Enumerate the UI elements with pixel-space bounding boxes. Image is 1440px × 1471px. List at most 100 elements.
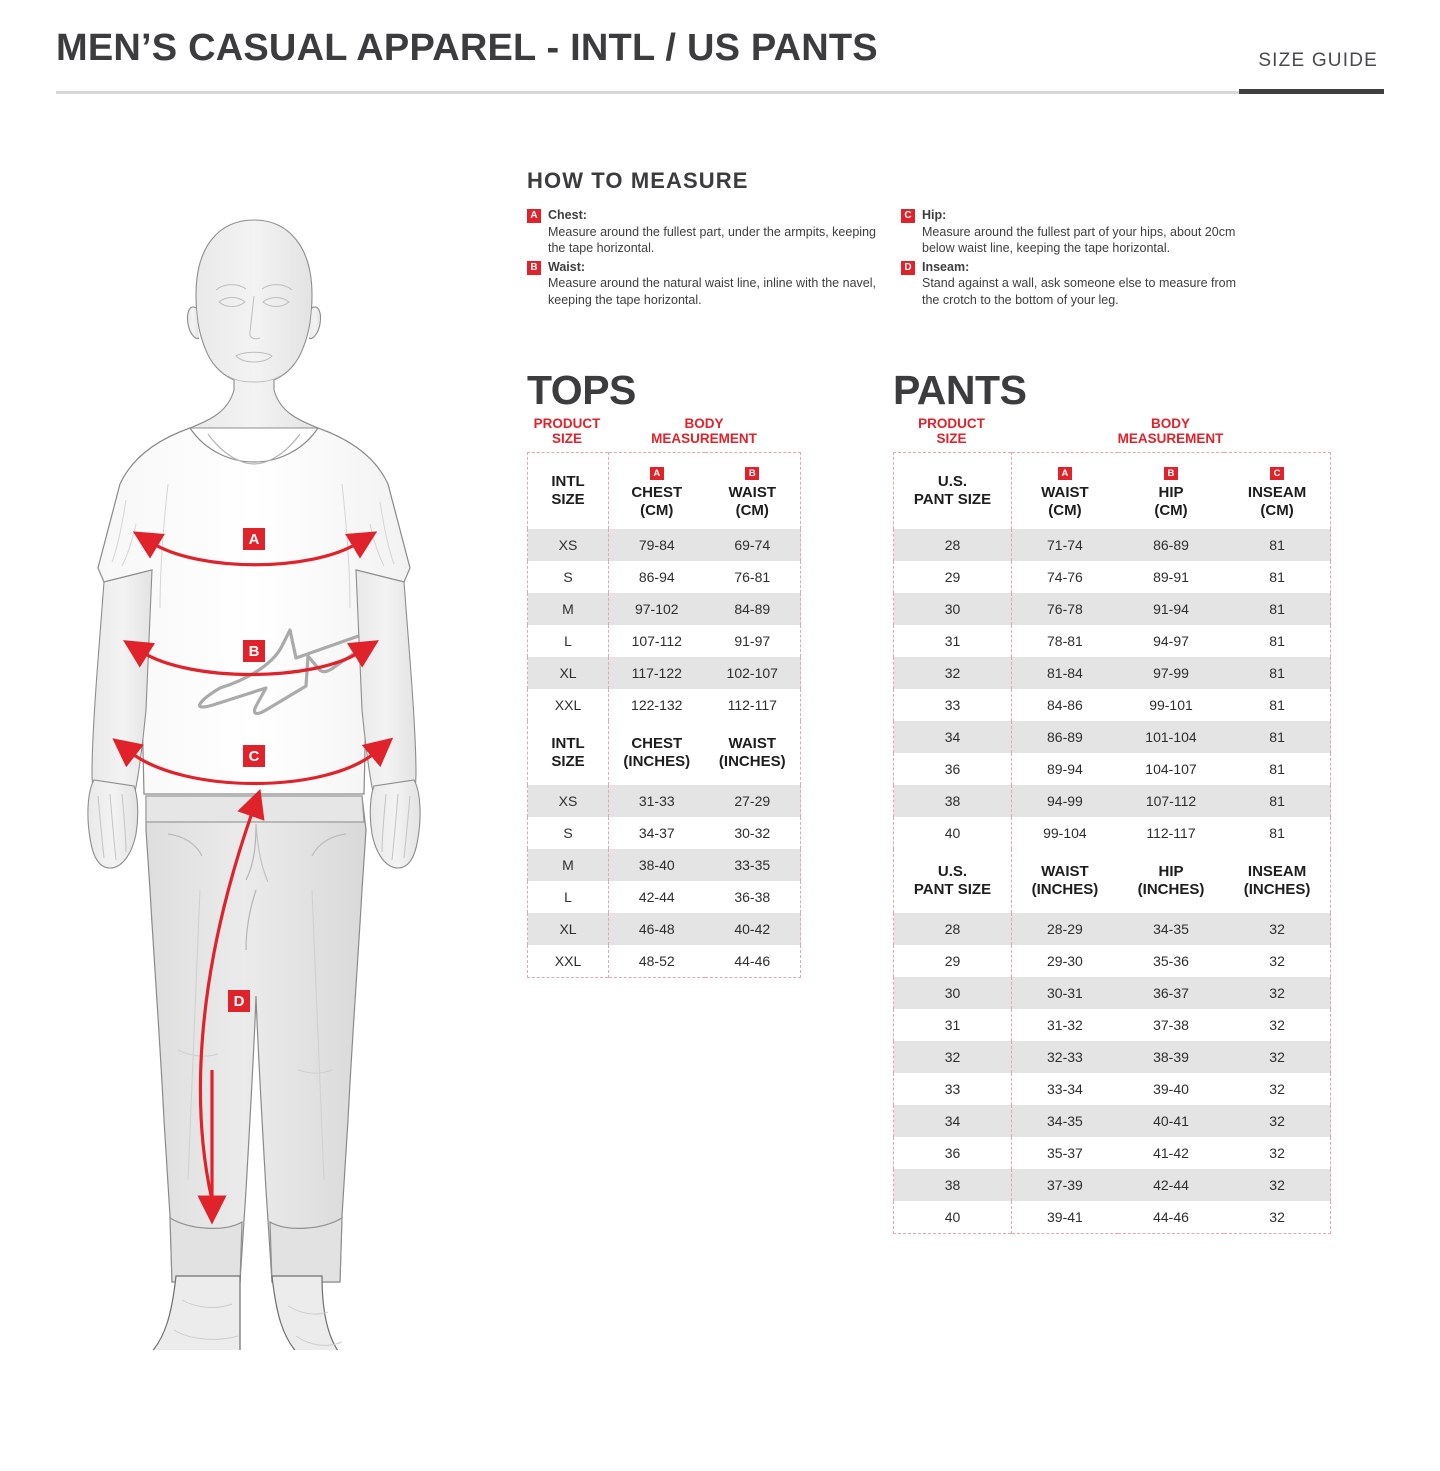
measurement-cell: 112-117 — [727, 697, 777, 713]
size-cell: 40 — [944, 1209, 961, 1225]
column-header: INTL SIZE — [527, 452, 609, 529]
measure-arrow-chest — [132, 531, 378, 567]
table-row: 29 74-76 89-91 81 — [894, 561, 1331, 593]
table-row: 31 31-32 37-38 32 — [894, 1009, 1331, 1041]
table-row: 40 99-104 112-117 81 — [894, 817, 1331, 849]
measure-item-inseam: D Inseam: Stand against a wall, ask some… — [901, 259, 1253, 309]
measurement-cell: 46-48 — [608, 913, 705, 945]
measurement-cell: 81 — [1269, 825, 1285, 841]
measurement-cell: 38-40 — [608, 849, 705, 881]
size-guide-label: SIZE GUIDE — [1258, 50, 1378, 71]
column-header-line2: SIZE — [551, 491, 585, 508]
badge-b-icon: B — [745, 466, 760, 480]
column-header-line1: INTL — [551, 473, 585, 490]
measure-item-waist-text: Measure around the natural waist line, i… — [548, 276, 876, 307]
measurement-cell: 32-33 — [1010, 1041, 1118, 1073]
table-row: 38 94-99 107-112 81 — [893, 785, 1331, 817]
size-cell: 31 — [944, 1017, 961, 1033]
table-row: 30 76-78 91-94 81 — [893, 593, 1331, 625]
table-row: 31 78-81 94-97 81 — [894, 625, 1331, 657]
measurement-cell: 32 — [1269, 1209, 1285, 1225]
table-row: 30 30-31 36-37 32 — [893, 977, 1331, 1009]
tops-group-body-measurement: BODY MEASUREMENT — [651, 416, 757, 446]
measurement-cell: 38-39 — [1117, 1041, 1225, 1073]
tops-column-groups: PRODUCT SIZE BODY MEASUREMENT — [527, 416, 801, 446]
measurement-cell: 81 — [1224, 529, 1331, 561]
column-header: WAIST (INCHES) — [704, 721, 801, 785]
measure-arrow-hip — [112, 737, 394, 785]
measurement-cell: 48-52 — [608, 945, 705, 978]
table-row: L 42-44 36-38 — [528, 881, 801, 913]
measurement-cell: 81 — [1269, 633, 1285, 649]
marker-a-label: A — [249, 531, 260, 548]
measurement-cell: 34-35 — [1010, 1105, 1118, 1137]
column-header-line2: (INCHES) — [718, 753, 786, 770]
page-header: MEN’S CASUAL APPAREL - INTL / US PANTS S… — [0, 0, 1440, 100]
measurement-cell: 33-34 — [1010, 1073, 1118, 1105]
marker-c-badge — [243, 745, 265, 767]
measurement-cell: 27-29 — [704, 785, 801, 817]
size-cell: M — [527, 849, 609, 881]
measurement-cell: 81-84 — [1010, 657, 1118, 689]
size-cell: 31 — [944, 633, 961, 649]
measurement-cell: 102-107 — [704, 657, 801, 689]
column-header-line2: (CM) — [640, 501, 674, 519]
how-to-measure-column-left: A Chest: Measure around the fullest part… — [527, 207, 879, 310]
badge-a-icon: A — [1057, 466, 1072, 480]
measure-item-chest-text: Measure around the fullest part, under t… — [548, 224, 876, 256]
measurement-cell: 81 — [1269, 569, 1285, 585]
column-header-line2: PANT SIZE — [913, 491, 992, 508]
table-header-row: INTL SIZE CHEST (INCHES) WAIST (INCHES) — [527, 721, 801, 785]
table-row: XXL 48-52 44-46 — [528, 945, 801, 978]
marker-a-badge — [243, 528, 265, 550]
measure-item-waist-label: Waist: — [548, 259, 586, 274]
size-cell: L — [564, 633, 572, 649]
table-row: 32 32-33 38-39 32 — [893, 1041, 1331, 1073]
badge-c-icon: C — [1270, 466, 1285, 480]
measurement-cell: 86-89 — [1010, 721, 1118, 753]
measurement-cell: 37-39 — [1010, 1169, 1118, 1201]
measure-item-inseam-label: Inseam: — [922, 259, 970, 274]
column-header-line1: WAIST — [1041, 863, 1089, 880]
badge-b-icon: B — [1163, 466, 1178, 480]
table-header-row: U.S. PANT SIZE WAIST (INCHES) HIP (INCHES) INS… — [893, 849, 1331, 913]
measurement-cell: 69-74 — [704, 529, 801, 561]
measurement-cell: 104-107 — [1145, 761, 1197, 777]
header-divider — [56, 91, 1384, 94]
measurement-cell: 94-97 — [1153, 633, 1189, 649]
size-cell: 33 — [944, 697, 961, 713]
column-header-line1: INTL — [551, 735, 585, 752]
column-header: INTL SIZE — [527, 721, 609, 785]
tops-size-table: INTL SIZE A CHEST (CM) B WAIST (CM) XS 79-84 69-74… — [527, 452, 801, 978]
size-cell: 28 — [893, 529, 1012, 561]
size-cell: 29 — [944, 569, 961, 585]
measurement-cell: 76-78 — [1010, 593, 1118, 625]
badge-a-icon: A — [649, 466, 664, 480]
measurement-cell: 89-91 — [1153, 569, 1189, 585]
how-to-measure-column-right: C Hip: Measure around the fullest part o… — [901, 207, 1253, 310]
column-header-line2: PANT SIZE — [913, 881, 992, 898]
size-cell: 32 — [893, 657, 1012, 689]
size-cell: 32 — [893, 1041, 1012, 1073]
pants-group-product-size: PRODUCT SIZE — [918, 416, 985, 446]
table-row: S 34-37 30-32 — [528, 817, 801, 849]
tops-group-product-size: PRODUCT SIZE — [533, 416, 601, 446]
pants-section: PANTS PRODUCT SIZE BODY MEASUREMENT U.S.… — [893, 368, 1331, 1234]
size-cell: 36 — [944, 761, 961, 777]
badge-d-icon: D — [901, 260, 915, 275]
marker-d-badge — [228, 990, 250, 1012]
measurement-cell: 117-122 — [608, 657, 705, 689]
column-header-line1: INSEAM — [1247, 863, 1307, 880]
measurement-cell: 94-99 — [1010, 785, 1118, 817]
measure-item-chest: A Chest: Measure around the fullest part… — [527, 207, 879, 257]
measurement-cell: 99-104 — [1010, 817, 1118, 849]
measurement-cell: 40-41 — [1117, 1105, 1225, 1137]
column-header: A CHEST (CM) — [608, 452, 705, 529]
measurement-cell: 81 — [1224, 593, 1331, 625]
table-row: 36 35-37 41-42 32 — [894, 1137, 1331, 1169]
table-row: 32 81-84 97-99 81 — [893, 657, 1331, 689]
measurement-cell: 31-32 — [1010, 1009, 1118, 1041]
measurement-cell: 30-31 — [1010, 977, 1118, 1009]
measurement-cell: 71-74 — [1010, 529, 1118, 561]
measure-item-waist: B Waist: Measure around the natural wais… — [527, 259, 879, 309]
